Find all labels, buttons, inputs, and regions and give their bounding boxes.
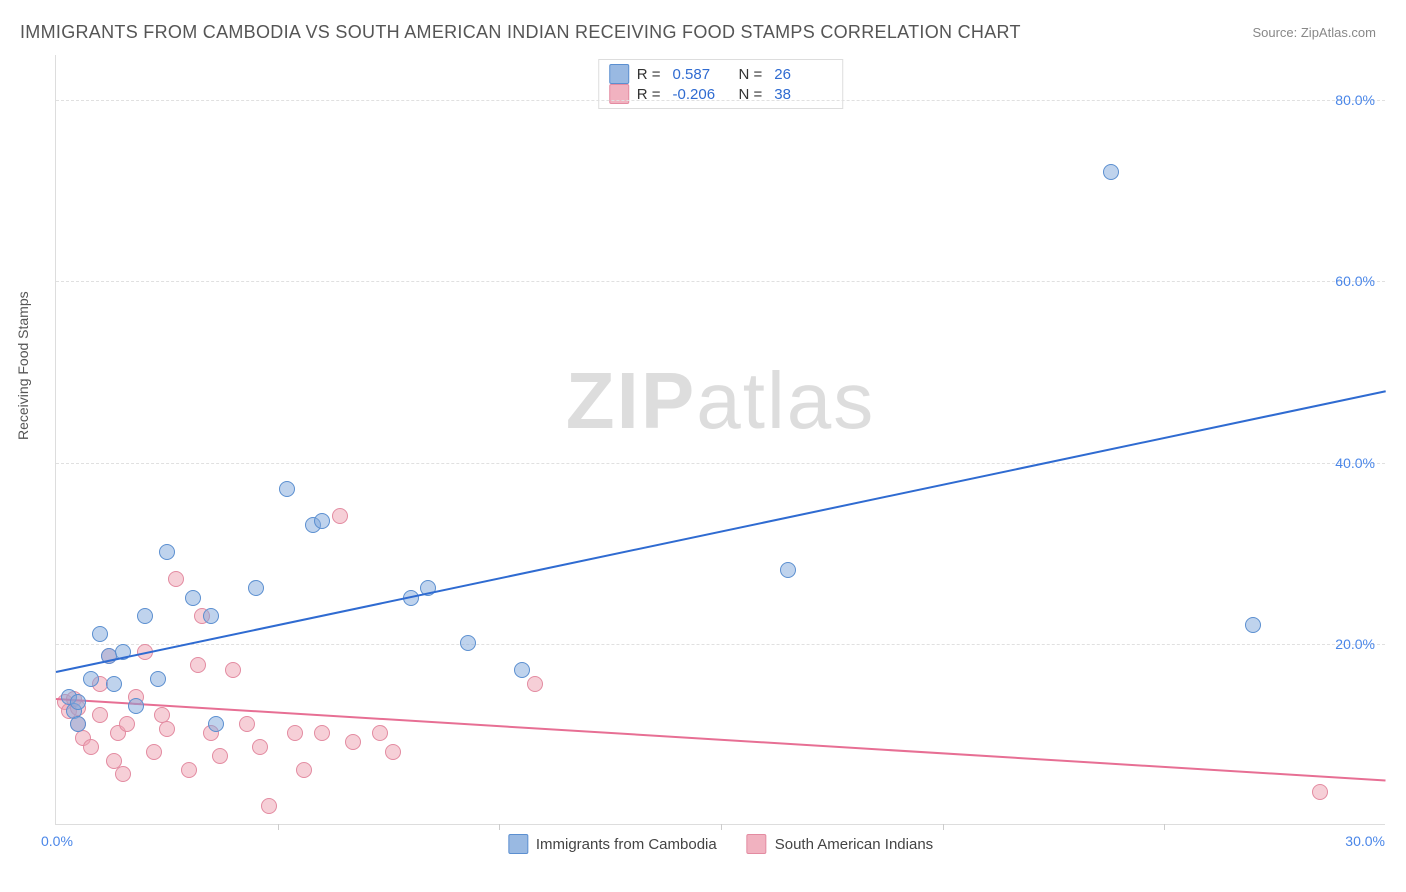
n-value-blue: 26 <box>774 66 822 83</box>
y-tick-label: 80.0% <box>1335 92 1375 108</box>
data-point <box>314 513 330 529</box>
data-point <box>314 725 330 741</box>
watermark-light: atlas <box>696 356 875 445</box>
series-legend: Immigrants from Cambodia South American … <box>508 834 933 854</box>
data-point <box>239 716 255 732</box>
gridline <box>56 463 1385 464</box>
data-point <box>279 481 295 497</box>
legend-item-blue: Immigrants from Cambodia <box>508 834 717 854</box>
data-point <box>128 698 144 714</box>
gridline <box>56 644 1385 645</box>
trend-line <box>56 390 1386 673</box>
y-axis-label: Receiving Food Stamps <box>15 291 31 440</box>
watermark: ZIPatlas <box>566 355 875 447</box>
data-point <box>345 734 361 750</box>
data-point <box>159 544 175 560</box>
watermark-bold: ZIP <box>566 356 696 445</box>
data-point <box>137 608 153 624</box>
r-value-blue: 0.587 <box>673 66 721 83</box>
data-point <box>296 762 312 778</box>
data-point <box>150 671 166 687</box>
x-tick <box>721 824 722 830</box>
data-point <box>181 762 197 778</box>
y-tick-label: 60.0% <box>1335 273 1375 289</box>
legend-row-blue: R = 0.587 N = 26 <box>609 64 833 84</box>
legend-item-pink: South American Indians <box>747 834 933 854</box>
data-point <box>83 739 99 755</box>
data-point <box>514 662 530 678</box>
y-tick-label: 40.0% <box>1335 455 1375 471</box>
chart-title: IMMIGRANTS FROM CAMBODIA VS SOUTH AMERIC… <box>20 22 1021 43</box>
x-tick <box>943 824 944 830</box>
data-point <box>92 626 108 642</box>
data-point <box>385 744 401 760</box>
data-point <box>252 739 268 755</box>
data-point <box>1312 784 1328 800</box>
legend-label-blue: Immigrants from Cambodia <box>536 836 717 853</box>
source-link[interactable]: ZipAtlas.com <box>1301 25 1376 40</box>
data-point <box>1245 617 1261 633</box>
correlation-legend: R = 0.587 N = 26 R = -0.206 N = 38 <box>598 59 844 109</box>
swatch-pink <box>747 834 767 854</box>
data-point <box>248 580 264 596</box>
data-point <box>1103 164 1119 180</box>
data-point <box>460 635 476 651</box>
data-point <box>115 766 131 782</box>
data-point <box>372 725 388 741</box>
data-point <box>83 671 99 687</box>
data-point <box>208 716 224 732</box>
x-axis-max-label: 30.0% <box>1345 833 1385 849</box>
data-point <box>70 694 86 710</box>
r-label: R = <box>637 66 661 83</box>
data-point <box>332 508 348 524</box>
chart-plot-area: ZIPatlas R = 0.587 N = 26 R = -0.206 N =… <box>55 55 1385 825</box>
source-attribution: Source: ZipAtlas.com <box>1252 25 1376 40</box>
data-point <box>92 707 108 723</box>
source-label: Source: <box>1252 25 1300 40</box>
data-point <box>146 744 162 760</box>
data-point <box>119 716 135 732</box>
data-point <box>225 662 241 678</box>
x-tick <box>278 824 279 830</box>
legend-label-pink: South American Indians <box>775 836 933 853</box>
data-point <box>159 721 175 737</box>
data-point <box>106 676 122 692</box>
data-point <box>212 748 228 764</box>
gridline <box>56 281 1385 282</box>
y-tick-label: 20.0% <box>1335 636 1375 652</box>
data-point <box>203 608 219 624</box>
swatch-blue <box>609 64 629 84</box>
x-tick <box>1164 824 1165 830</box>
x-tick <box>499 824 500 830</box>
n-label: N = <box>739 66 763 83</box>
data-point <box>190 657 206 673</box>
data-point <box>527 676 543 692</box>
data-point <box>780 562 796 578</box>
data-point <box>168 571 184 587</box>
data-point <box>287 725 303 741</box>
gridline <box>56 100 1385 101</box>
data-point <box>70 716 86 732</box>
data-point <box>185 590 201 606</box>
x-axis-min-label: 0.0% <box>41 833 73 849</box>
data-point <box>261 798 277 814</box>
swatch-blue <box>508 834 528 854</box>
